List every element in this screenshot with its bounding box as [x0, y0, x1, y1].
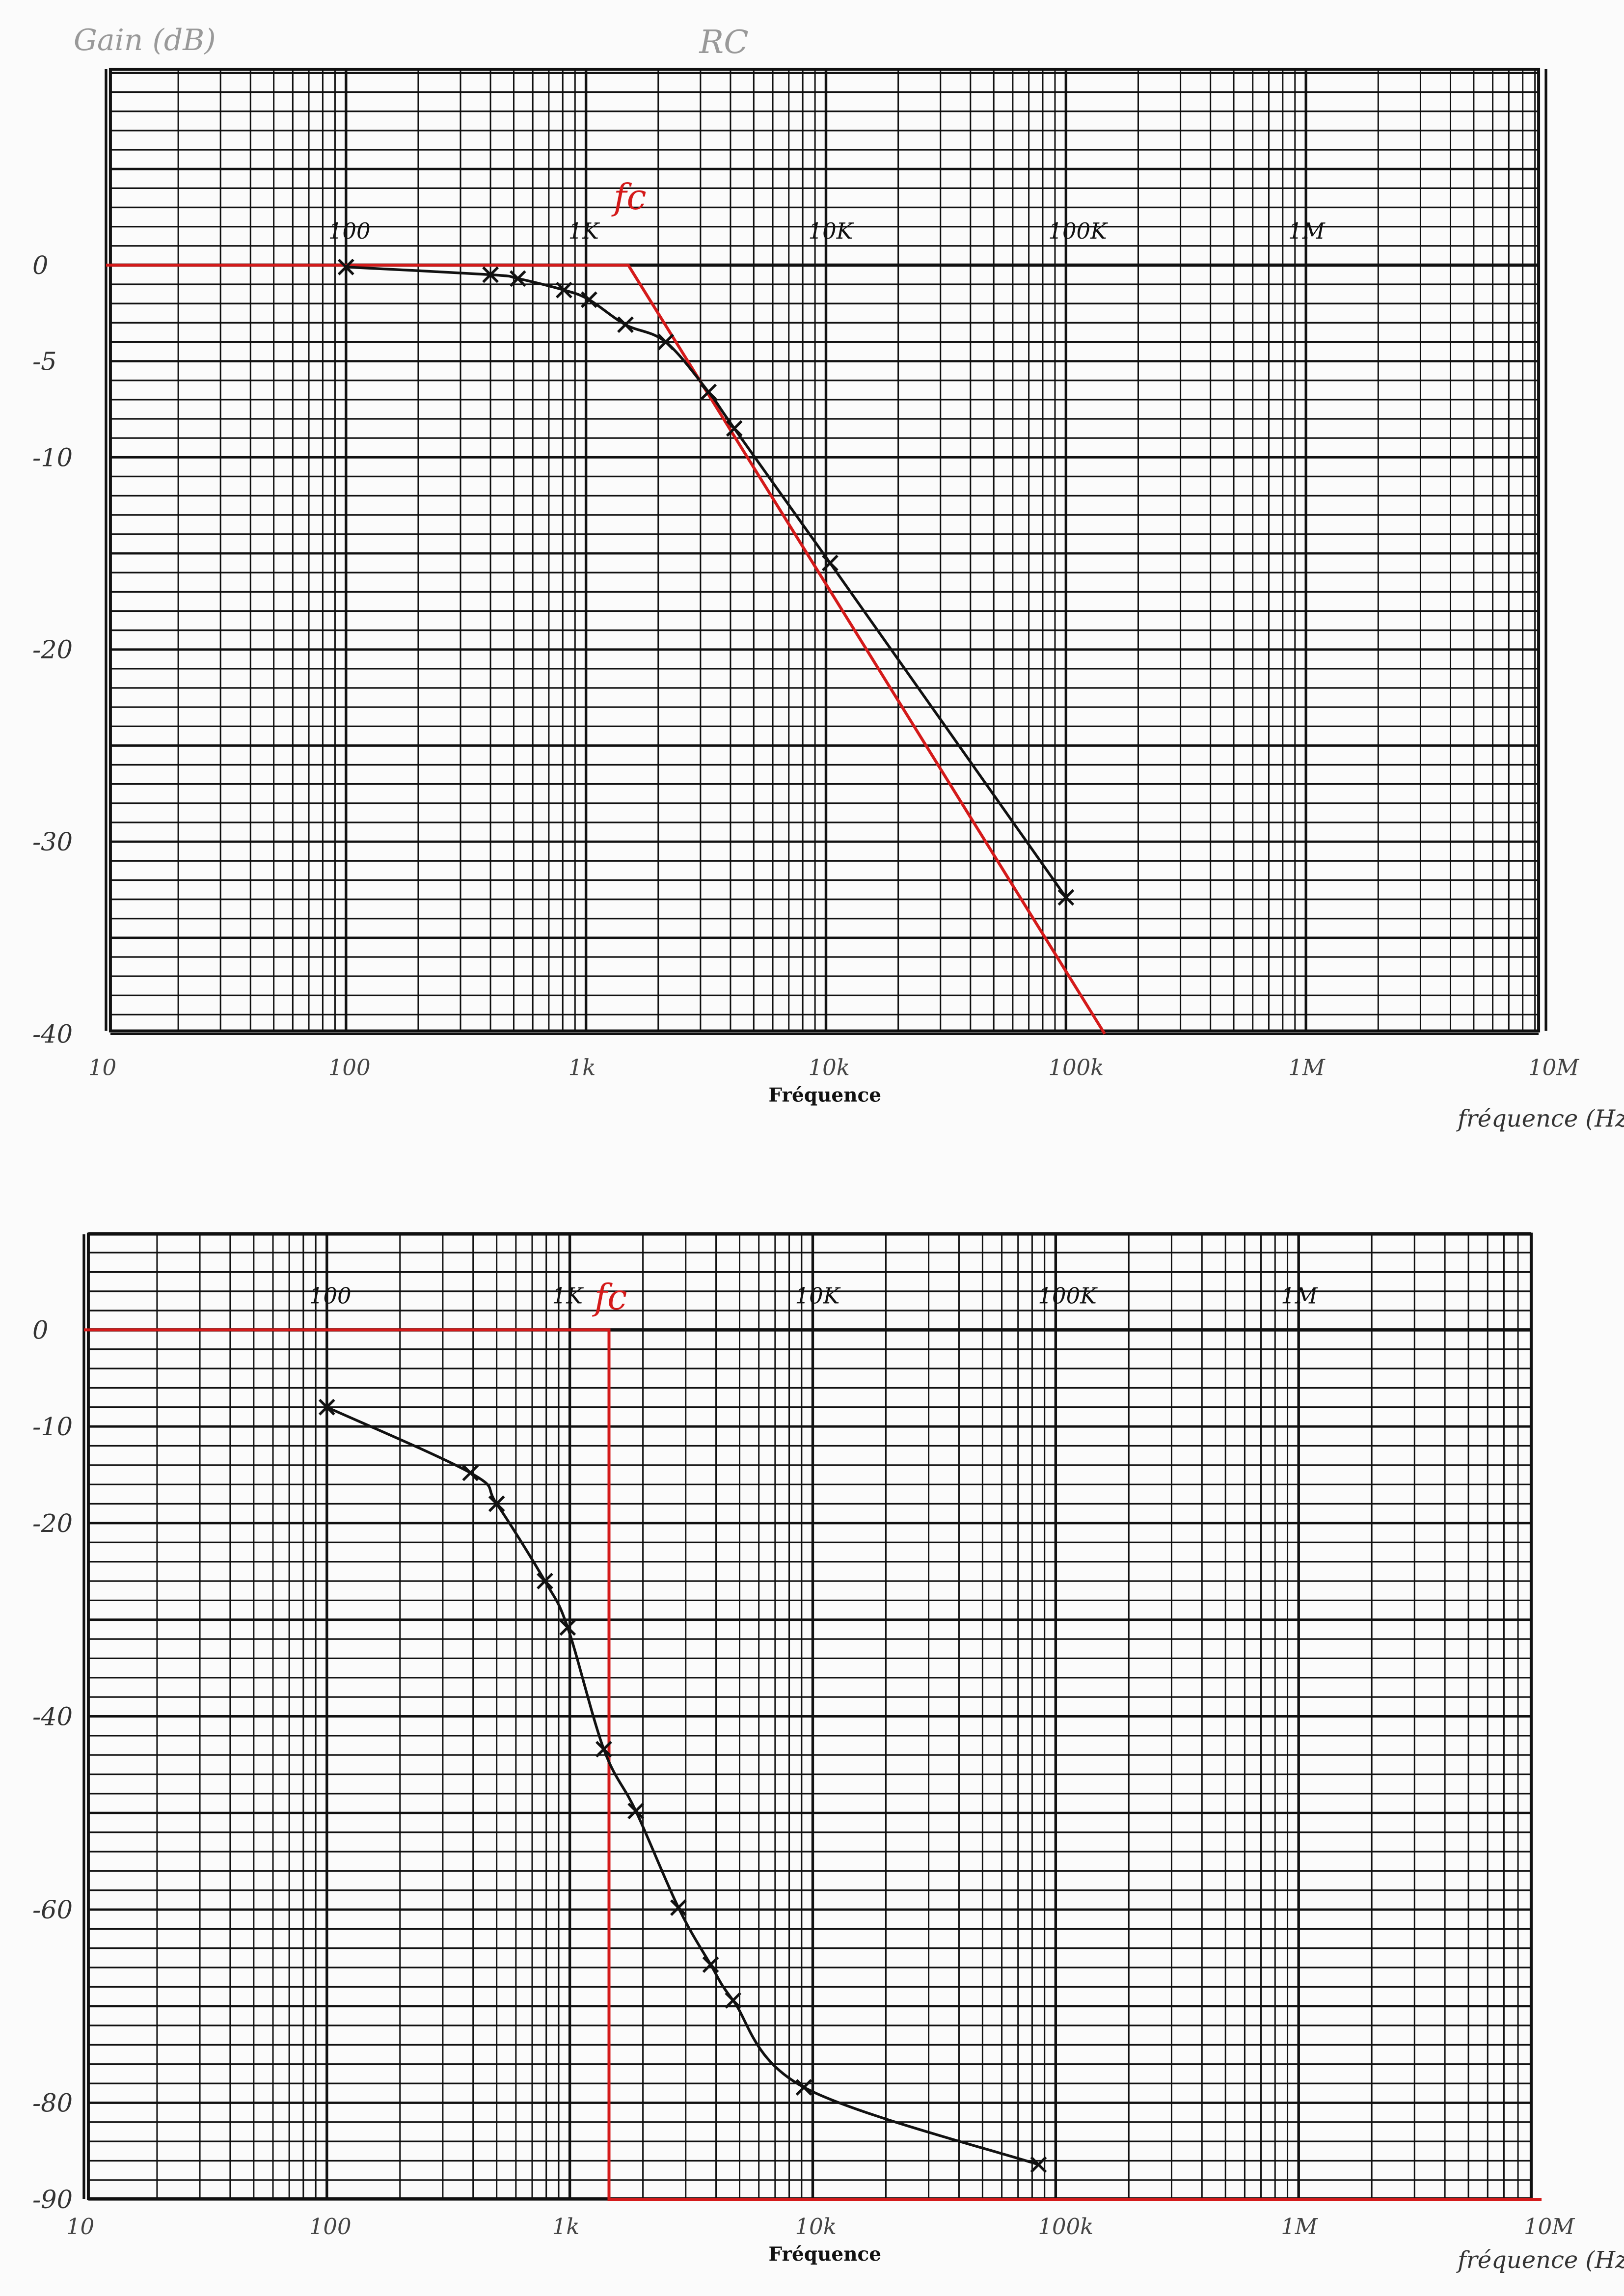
y-tick-label: -40 [32, 1702, 73, 1731]
marker-stroke [795, 2079, 812, 2096]
data-point-marker [318, 1398, 335, 1416]
y-tick-label: -80 [32, 2089, 73, 2118]
x-tick-label: 10 [66, 2214, 94, 2240]
marker-stroke [1030, 2156, 1047, 2173]
marker-stroke [725, 1992, 742, 2009]
marker-stroke [581, 291, 597, 308]
data-point-marker [337, 258, 354, 275]
marker-stroke [555, 281, 572, 299]
gain-plot: 0 -5 -10 -20 -30 -40 10 100 1k 10k 100k 1M 10M 100 1K 1… [32, 67, 1624, 1133]
marker-stroke [702, 1956, 719, 1973]
marker-stroke [821, 554, 839, 572]
marker-stroke [537, 1573, 553, 1589]
x-tick-label: 10 [88, 1055, 116, 1081]
x-axis-title: Fréquence [769, 2243, 882, 2266]
y-tick-label: 0 [32, 1316, 48, 1345]
plot-frame [108, 67, 1541, 1033]
x-tick-label: 10M [1528, 1055, 1579, 1081]
data-point-marker [1030, 2156, 1047, 2173]
data-point-marker [702, 1956, 719, 1973]
x-axis-title: Fréquence [769, 1084, 882, 1107]
x-tick-label: 1k [568, 1055, 596, 1081]
data-point-marker [670, 1899, 687, 1916]
asymptote-line [106, 263, 1106, 1035]
marker-stroke [1057, 889, 1075, 906]
y-tick-label: 0 [32, 251, 48, 280]
x-tick-label: 100k [1048, 1055, 1104, 1081]
y-tick-label: -30 [32, 828, 73, 857]
marker-stroke [488, 1495, 505, 1512]
x-tick-label: 1k [552, 2214, 580, 2240]
marker-stroke [657, 333, 675, 351]
x-axis-handwritten-label: fréquence (Hz) [1456, 2246, 1624, 2274]
data-point-marker [700, 383, 717, 401]
marker-stroke [462, 1464, 479, 1481]
marker-stroke [627, 1803, 645, 1820]
data-point-marker [617, 316, 634, 333]
x-tick-label: 100k [1038, 2214, 1093, 2240]
marker-stroke [670, 1899, 687, 1916]
decade-label: 100 [309, 1283, 352, 1309]
fc-annotation: fc [611, 176, 647, 218]
decade-label: 1M [1281, 1283, 1318, 1309]
marker-stroke [595, 1741, 612, 1758]
x-tick-label: 100 [309, 2214, 352, 2240]
data-point-marker [488, 1495, 505, 1512]
data-point-marker [482, 266, 499, 283]
data-point-marker [725, 1992, 742, 2009]
decade-label: 100K [1048, 218, 1108, 244]
data-point-marker [581, 291, 597, 308]
gain-axis-label: Gain (dB) [74, 23, 216, 57]
y-tick-label: -20 [32, 1509, 73, 1538]
data-point-marker [595, 1741, 612, 1758]
decade-label: 10K [795, 1283, 841, 1309]
y-tick-label: -5 [32, 348, 57, 377]
x-tick-label: 1M [1281, 2214, 1318, 2240]
marker-stroke [559, 1619, 576, 1636]
data-point-marker [537, 1573, 553, 1589]
data-point-marker [627, 1803, 645, 1820]
y-tick-label: -90 [32, 2186, 73, 2214]
x-tick-label: 10k [795, 2214, 837, 2240]
y-tick-label: -60 [32, 1896, 73, 1925]
marker-stroke [509, 270, 526, 287]
fc-annotation: fc [592, 1276, 627, 1317]
decade-label: 1K [552, 1283, 584, 1309]
decade-label: 1M [1288, 218, 1326, 244]
data-point-marker [795, 2079, 812, 2096]
measured-curve [326, 1406, 1039, 2166]
decade-label: 1K [568, 218, 600, 244]
data-point-marker [559, 1619, 576, 1636]
data-point-marker [509, 270, 526, 287]
marker-stroke [617, 316, 634, 333]
decade-label: 100K [1038, 1283, 1098, 1309]
y-tick-label: -40 [32, 1020, 73, 1049]
y-tick-label: -10 [32, 1413, 73, 1442]
decade-label: 100 [328, 218, 371, 244]
marker-stroke [726, 420, 743, 437]
data-point-marker [462, 1464, 479, 1481]
decade-label: 10K [809, 218, 854, 244]
x-tick-label: 1M [1288, 1055, 1326, 1081]
x-tick-label: 10k [809, 1055, 850, 1081]
y-tick-label: -20 [32, 636, 73, 665]
y-tick-label: -10 [32, 443, 73, 472]
data-point-marker [1057, 889, 1075, 906]
x-tick-label: 10M [1524, 2214, 1575, 2240]
marker-stroke [337, 258, 354, 275]
x-tick-label: 100 [328, 1055, 371, 1081]
chart-title: RC [699, 23, 749, 61]
marker-stroke [482, 266, 499, 283]
data-point-marker [821, 554, 839, 572]
x-axis-handwritten-label: fréquence (Hz) [1456, 1105, 1624, 1133]
data-point-marker [726, 420, 743, 437]
data-point-marker [657, 333, 675, 351]
data-point-marker [555, 281, 572, 299]
marker-stroke [318, 1398, 335, 1416]
marker-stroke [700, 383, 717, 401]
